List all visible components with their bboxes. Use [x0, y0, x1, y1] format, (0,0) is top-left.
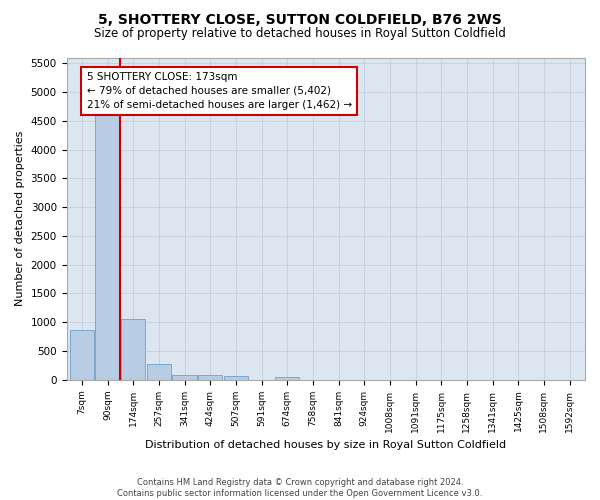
X-axis label: Distribution of detached houses by size in Royal Sutton Coldfield: Distribution of detached houses by size … — [145, 440, 506, 450]
Text: 5 SHOTTERY CLOSE: 173sqm
← 79% of detached houses are smaller (5,402)
21% of sem: 5 SHOTTERY CLOSE: 173sqm ← 79% of detach… — [86, 72, 352, 110]
Bar — [198, 376, 223, 380]
Bar — [224, 376, 248, 380]
Text: Contains HM Land Registry data © Crown copyright and database right 2024.
Contai: Contains HM Land Registry data © Crown c… — [118, 478, 482, 498]
Y-axis label: Number of detached properties: Number of detached properties — [15, 131, 25, 306]
Bar — [172, 375, 197, 380]
Bar — [147, 364, 171, 380]
Bar — [70, 330, 94, 380]
Text: Size of property relative to detached houses in Royal Sutton Coldfield: Size of property relative to detached ho… — [94, 28, 506, 40]
Bar — [275, 377, 299, 380]
Bar — [95, 114, 120, 380]
Text: 5, SHOTTERY CLOSE, SUTTON COLDFIELD, B76 2WS: 5, SHOTTERY CLOSE, SUTTON COLDFIELD, B76… — [98, 12, 502, 26]
Bar — [121, 320, 145, 380]
